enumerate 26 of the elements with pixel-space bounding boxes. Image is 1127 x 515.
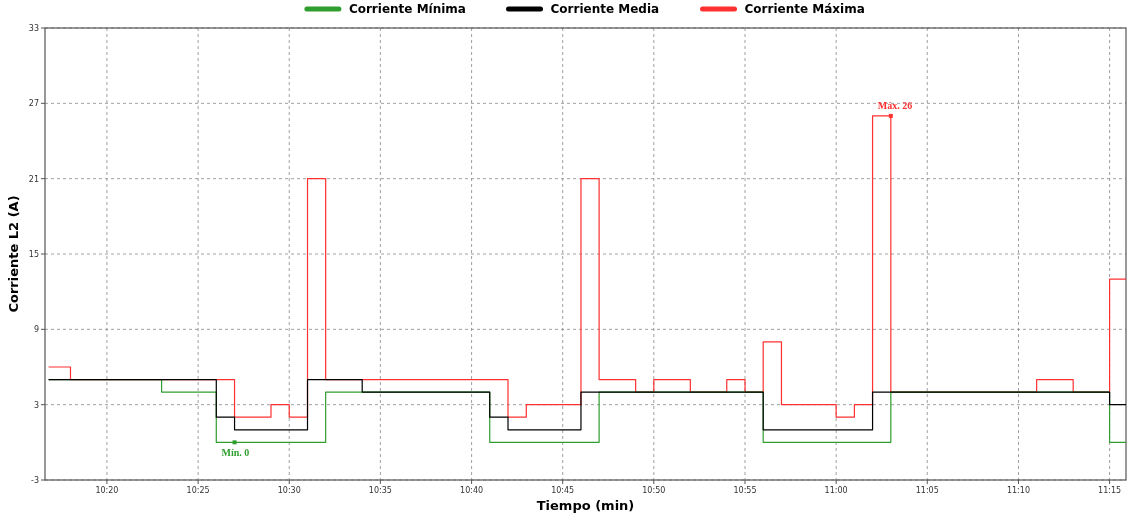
x-tick-label: 10:55 [733,486,757,495]
x-tick-label: 11:10 [1006,486,1031,495]
x-tick-label: 10:50 [642,486,666,495]
x-tick-label: 10:45 [551,486,575,495]
annotation: Máx. 26 [877,99,913,111]
legend-label: Corriente Media [550,2,660,16]
x-axis-title: Tiempo (min) [536,498,635,513]
y-tick-label: 3 [33,400,39,410]
x-tick-label: 10:30 [277,486,301,495]
legend-label: Corriente Mínima [348,2,466,16]
x-tick-label: 10:40 [460,486,484,495]
y-tick-label: 9 [33,325,39,335]
x-tick-label: 10:35 [368,486,392,495]
y-tick-label: -3 [31,476,39,485]
annotation: Mín. 0 [221,447,250,459]
x-tick-label: 11:05 [915,486,939,495]
x-tick-label: 10:25 [186,486,210,495]
y-tick-label: 33 [28,24,39,33]
y-axis-title: Corriente L2 (A) [6,195,21,313]
x-tick-label: 10:20 [95,486,119,495]
legend-label: Corriente Máxima [744,2,865,16]
x-tick-label: 11:15 [1098,486,1122,495]
y-tick-label: 15 [28,250,39,259]
y-tick-label: 27 [28,99,39,109]
x-tick-label: 11:00 [824,486,848,495]
y-tick-label: 21 [28,174,39,184]
